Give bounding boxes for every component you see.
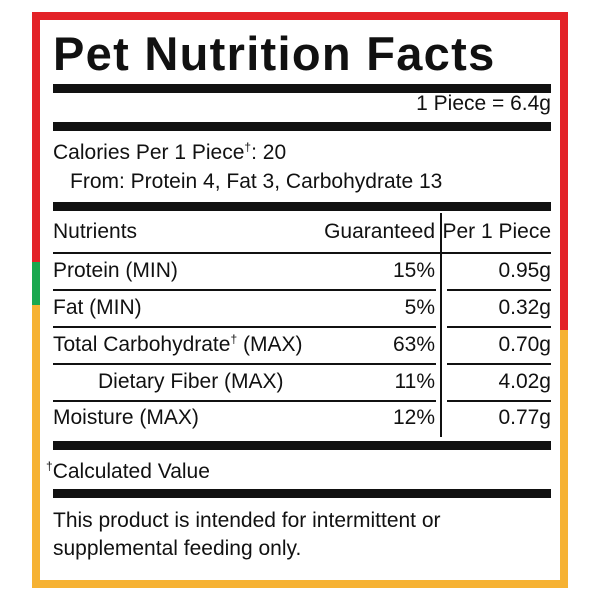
calories: Calories Per 1 Piece†: 20 xyxy=(53,141,286,165)
nutrient: Moisture (MAX) xyxy=(53,406,199,429)
column-header: Per 1 Piece xyxy=(442,220,551,243)
title: Pet Nutrition Facts xyxy=(53,27,496,80)
guaranteed: 11% xyxy=(394,370,435,393)
calories-from: From: Protein 4, Fat 3, Carbohydrate 13 xyxy=(70,170,443,193)
footnote: †Calculated Value xyxy=(46,460,210,484)
guaranteed: 63% xyxy=(392,333,435,356)
row-line xyxy=(447,289,551,291)
per-piece: 0.32g xyxy=(498,296,551,319)
dagger: † xyxy=(244,140,252,154)
serving-size: 1 Piece = 6.4g xyxy=(416,92,551,115)
frame-right-yellow xyxy=(560,330,568,588)
row-line xyxy=(53,326,436,328)
rule xyxy=(53,441,551,450)
frame-left-green xyxy=(32,262,40,305)
nutrient: Protein (MIN) xyxy=(53,259,178,282)
nutrient-name: Total Carbohydrate xyxy=(53,333,231,356)
calories-value: : 20 xyxy=(251,141,287,164)
row-line xyxy=(53,363,436,365)
frame-top xyxy=(32,12,568,20)
frame-bottom xyxy=(32,580,568,588)
guaranteed: 15% xyxy=(392,259,435,282)
nutrient: Total Carbohydrate† (MAX) xyxy=(53,333,302,357)
row-line xyxy=(53,252,551,254)
frame-left-red xyxy=(32,12,40,262)
row-line xyxy=(53,400,436,402)
column-header: Nutrients xyxy=(53,220,138,243)
nutrient: Dietary Fiber (MAX) xyxy=(98,370,284,393)
column-header: Guaranteed xyxy=(324,220,435,243)
rule xyxy=(53,84,551,93)
guaranteed: 12% xyxy=(392,406,435,429)
disclaimer: This product is intended for intermitten… xyxy=(53,509,441,560)
row-line xyxy=(447,400,551,402)
per-piece: 0.77g xyxy=(498,406,551,429)
rule xyxy=(53,122,551,131)
frame-right-red xyxy=(560,12,568,330)
footnote-text: Calculated Value xyxy=(52,460,210,483)
calories-label: Calories Per 1 Piece xyxy=(53,141,245,164)
rule xyxy=(53,202,551,211)
dagger: † xyxy=(46,459,53,473)
row-line xyxy=(447,363,551,365)
dagger: † xyxy=(230,332,238,346)
nutrient-qualifier: (MAX) xyxy=(237,333,303,356)
nutrient: Fat (MIN) xyxy=(53,296,142,319)
per-piece: 0.70g xyxy=(498,333,551,356)
guaranteed: 5% xyxy=(404,296,435,319)
per-piece: 4.02g xyxy=(498,370,551,393)
row-line xyxy=(447,326,551,328)
column-divider xyxy=(440,213,442,437)
frame-left-yellow xyxy=(32,305,40,588)
rule xyxy=(53,489,551,498)
per-piece: 0.95g xyxy=(498,259,551,282)
row-line xyxy=(53,289,436,291)
